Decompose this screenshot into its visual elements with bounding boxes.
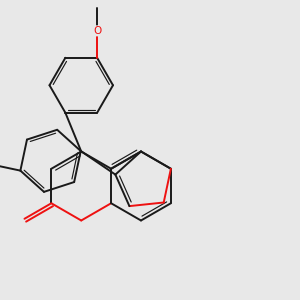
Text: O: O xyxy=(93,26,101,36)
